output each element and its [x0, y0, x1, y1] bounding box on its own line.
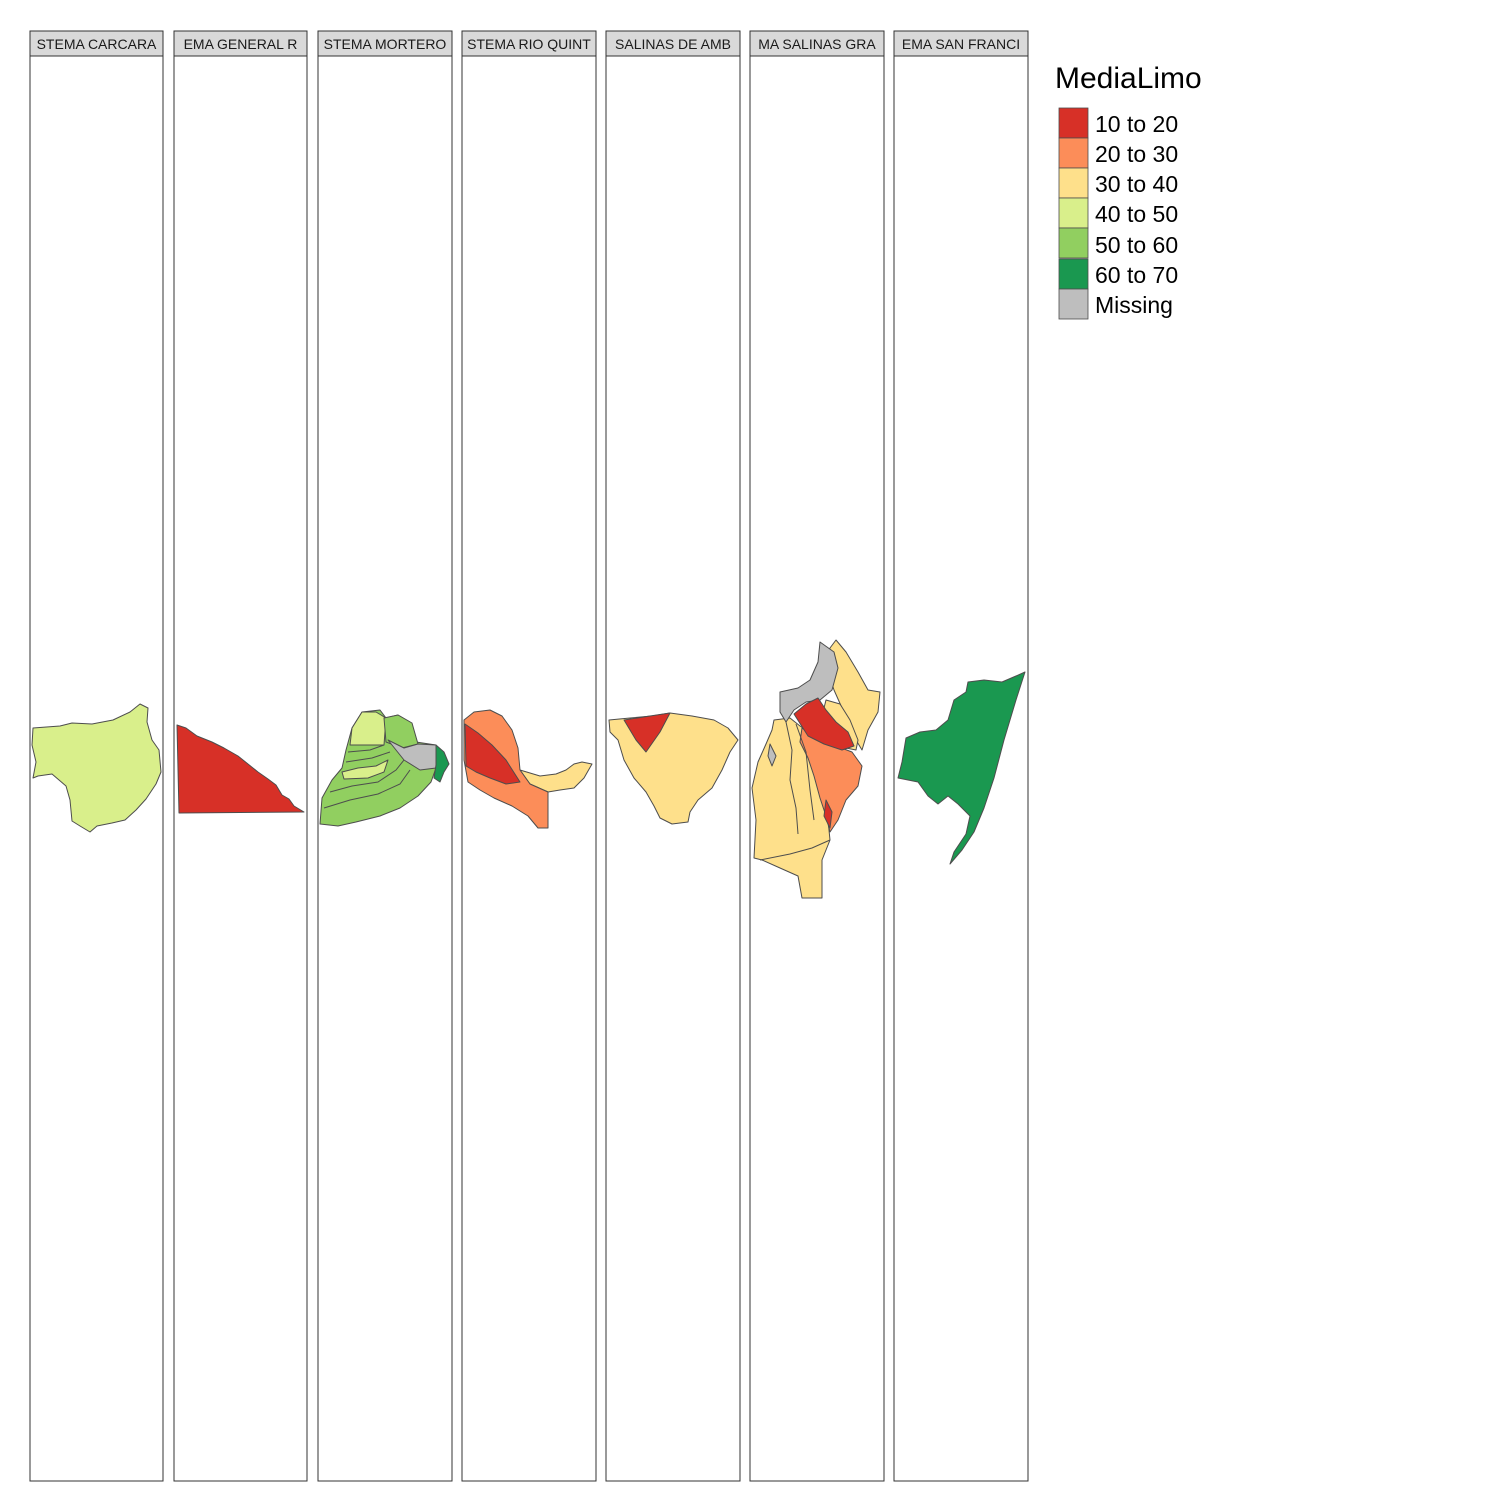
region-polygon [433, 744, 450, 783]
panel-rio-quinto: STEMA RIO QUINT [461, 30, 597, 1482]
legend-item: Missing [1058, 288, 1173, 320]
panel-strip [893, 30, 1029, 57]
legend-item: 10 to 20 [1058, 107, 1178, 139]
panel-san-francisco: EMA SAN FRANCI [893, 30, 1029, 1482]
legend-item: 60 to 70 [1058, 258, 1178, 290]
legend-label: 60 to 70 [1095, 262, 1178, 288]
panel-carcarana: STEMA CARCARA [29, 30, 164, 1482]
region-polygon [341, 759, 389, 780]
panel-frame [317, 55, 453, 1482]
panel-strip-label: STEMA MORTERO [324, 36, 447, 52]
panel-frame [29, 55, 164, 1482]
region-polygon [897, 671, 1026, 865]
region-polygon [623, 712, 671, 753]
panel-salinas-grandes: MA SALINAS GRA [749, 30, 885, 1482]
panel-frame [605, 55, 741, 1482]
panel-strip-label: EMA SAN FRANCI [902, 36, 1020, 52]
panel-strip-label: STEMA CARCARA [37, 36, 157, 52]
panel-strip [749, 30, 885, 57]
panel-strip-label: EMA GENERAL R [184, 36, 298, 52]
panel-strip [29, 30, 164, 57]
panel-frame [173, 55, 308, 1482]
legend-swatch [1058, 107, 1089, 139]
panel-frame [461, 55, 597, 1482]
panel-strip-label: MA SALINAS GRA [758, 36, 876, 52]
region-polygon [779, 641, 839, 723]
legend-label: 40 to 50 [1095, 201, 1178, 227]
legend-swatch [1058, 227, 1089, 259]
region-polygon [176, 724, 305, 814]
region-polygon [349, 711, 387, 746]
legend-item: 50 to 60 [1058, 227, 1178, 259]
legend-label: 10 to 20 [1095, 111, 1178, 137]
legend: MediaLimo 10 to 20 20 to 30 30 to 40 40 … [1055, 62, 1202, 320]
region-polygon [793, 697, 855, 751]
legend-swatch [1058, 137, 1089, 169]
legend-label: 50 to 60 [1095, 232, 1178, 258]
panel-general-roca: EMA GENERAL R [173, 30, 308, 1482]
panel-strip [317, 30, 453, 57]
region-polygon [383, 714, 419, 749]
region-polygon [823, 799, 833, 829]
legend-item: 40 to 50 [1058, 197, 1178, 229]
panel-mortero: STEMA MORTERO [317, 30, 453, 1482]
panel-salinas-ambargasta: SALINAS DE AMB [605, 30, 741, 1482]
legend-label: 30 to 40 [1095, 171, 1178, 197]
region-polygon [767, 743, 777, 767]
legend-item: 30 to 40 [1058, 167, 1178, 199]
legend-swatch [1058, 197, 1089, 229]
panel-frame [893, 55, 1029, 1482]
legend-title: MediaLimo [1055, 62, 1202, 95]
legend-item: 20 to 30 [1058, 137, 1178, 169]
legend-label: 20 to 30 [1095, 141, 1178, 167]
panel-strip [605, 30, 741, 57]
panel-strip-label: STEMA RIO QUINT [467, 36, 591, 52]
region-polygon [31, 703, 162, 833]
panel-strip-label: SALINAS DE AMB [615, 36, 731, 52]
region-polygon [608, 712, 739, 825]
legend-swatch [1058, 288, 1089, 320]
panel-strip [461, 30, 597, 57]
panel-frame [749, 55, 885, 1482]
region-polygon [464, 723, 521, 785]
legend-swatch [1058, 258, 1089, 290]
legend-swatch [1058, 167, 1089, 199]
legend-label: Missing [1095, 292, 1173, 318]
